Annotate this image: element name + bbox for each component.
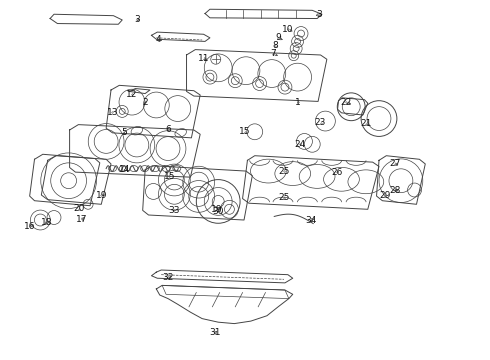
Text: 15: 15 <box>239 127 251 136</box>
Text: 30: 30 <box>213 207 224 216</box>
Text: 20: 20 <box>74 204 85 213</box>
Text: 34: 34 <box>305 216 317 225</box>
Text: 29: 29 <box>380 191 391 200</box>
Text: 8: 8 <box>272 41 278 50</box>
Text: 28: 28 <box>390 185 401 194</box>
Text: 13: 13 <box>107 108 118 117</box>
Text: 14: 14 <box>119 166 130 175</box>
Text: 25: 25 <box>278 167 290 176</box>
Text: 2: 2 <box>142 98 148 107</box>
Text: 26: 26 <box>331 168 343 177</box>
Text: 24: 24 <box>294 140 305 149</box>
Text: 18: 18 <box>41 219 52 228</box>
Text: 31: 31 <box>209 328 220 337</box>
Text: 12: 12 <box>126 90 138 99</box>
Text: 19: 19 <box>211 205 222 214</box>
Text: 7: 7 <box>270 49 276 58</box>
Text: 22: 22 <box>341 98 352 107</box>
Text: 19: 19 <box>96 190 107 199</box>
Text: 11: 11 <box>198 54 209 63</box>
Text: 33: 33 <box>169 206 180 215</box>
Text: 1: 1 <box>295 98 300 107</box>
Text: 5: 5 <box>122 129 127 138</box>
Text: 21: 21 <box>360 119 371 128</box>
Text: 3: 3 <box>134 15 140 24</box>
Text: 10: 10 <box>282 25 294 34</box>
Text: 4: 4 <box>155 35 161 44</box>
Text: 3: 3 <box>316 10 322 19</box>
Text: 16: 16 <box>24 222 35 231</box>
Text: 6: 6 <box>165 125 171 134</box>
Text: 32: 32 <box>162 273 174 282</box>
Text: 17: 17 <box>76 215 88 224</box>
Text: 25: 25 <box>278 193 290 202</box>
Text: 15: 15 <box>164 172 175 181</box>
Text: 23: 23 <box>315 118 326 127</box>
Text: 27: 27 <box>390 159 401 168</box>
Text: 9: 9 <box>275 33 281 42</box>
